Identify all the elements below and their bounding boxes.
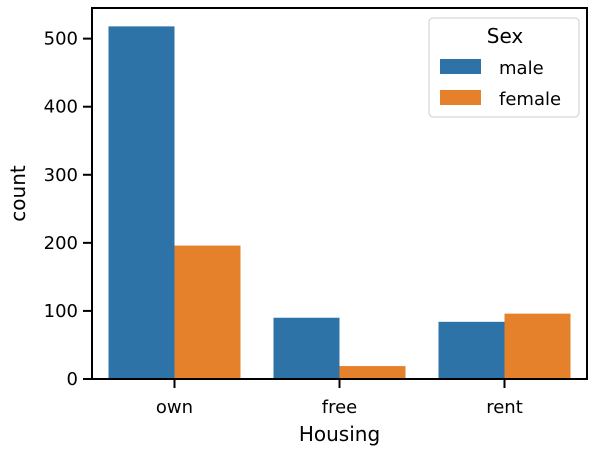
y-axis-label: count	[6, 165, 30, 222]
bar-own-female	[174, 245, 241, 379]
y-axis-ticks: 0 100 200 300 400 500	[44, 29, 92, 390]
bar-rent-female	[504, 313, 571, 379]
legend: Sex male female	[428, 17, 580, 118]
bars-group	[108, 26, 571, 379]
x-tick-label: own	[156, 397, 193, 418]
x-axis-label: Housing	[299, 422, 380, 446]
y-tick-label: 500	[44, 29, 78, 50]
legend-label-male: male	[499, 58, 544, 79]
y-tick-label: 400	[44, 97, 78, 118]
y-tick-label: 200	[44, 233, 78, 254]
bar-own-male	[108, 26, 175, 379]
legend-title: Sex	[487, 24, 524, 48]
bar-free-male	[273, 317, 340, 379]
y-tick-label: 0	[67, 369, 78, 390]
legend-label-female: female	[499, 89, 561, 110]
bar-rent-male	[438, 321, 505, 379]
bar-free-female	[339, 366, 406, 379]
y-tick-label: 300	[44, 165, 78, 186]
x-tick-label: rent	[486, 397, 523, 418]
legend-swatch-male	[440, 59, 481, 74]
legend-swatch-female	[440, 90, 481, 105]
x-axis-ticks: own free rent	[156, 379, 523, 418]
x-tick-label: free	[322, 397, 358, 418]
y-tick-label: 100	[44, 301, 78, 322]
